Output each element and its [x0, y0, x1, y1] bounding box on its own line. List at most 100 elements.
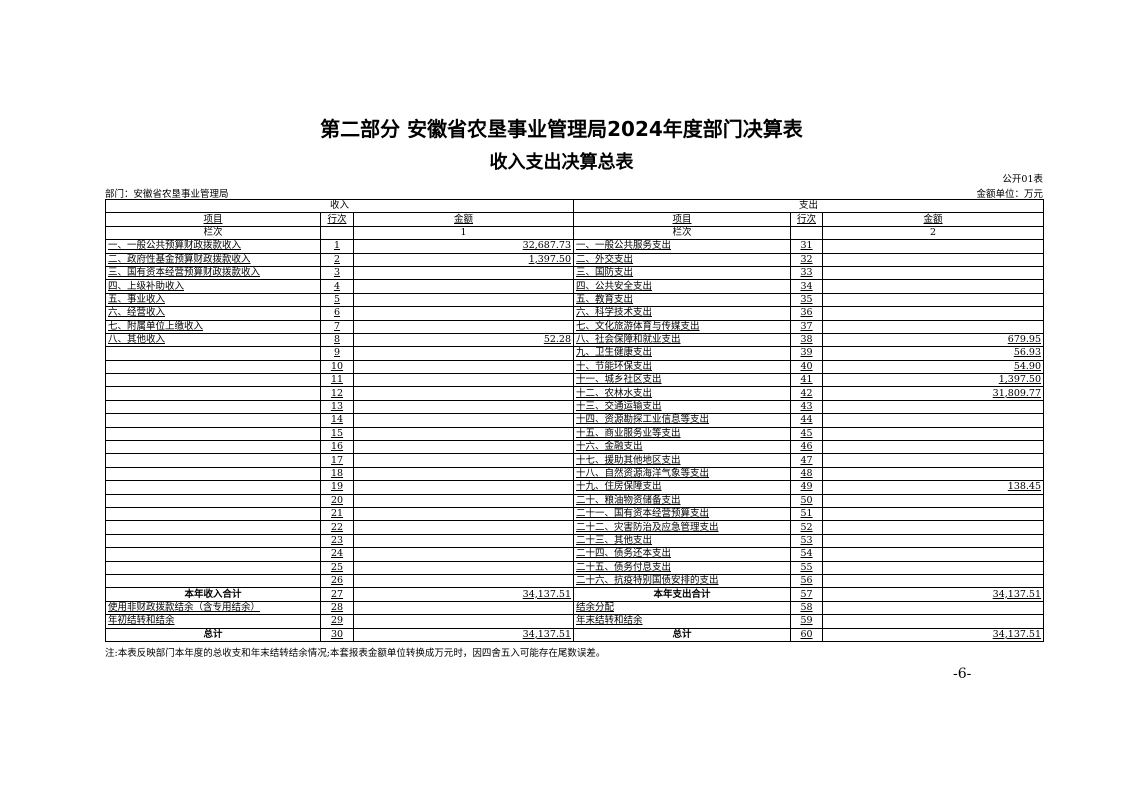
income-line-no: 11: [320, 373, 354, 388]
income-line-no: 25: [320, 560, 354, 575]
expense-line-no: 57: [790, 587, 824, 602]
income-item: 三、国有资本经营预算财政拨款收入: [105, 265, 321, 281]
expense-item: 十九、住房保障支出: [573, 480, 792, 495]
income-item: 四、上级补助收入: [105, 279, 321, 294]
table-row: 23 二十三、其他支出 53: [105, 533, 1045, 549]
income-line-no: 10: [320, 359, 354, 375]
income-index-label: 栏次: [105, 225, 321, 241]
expense-item: 二、外交支出: [573, 252, 792, 267]
table-row: 12 十二、农林水支出 42 31,809.77: [105, 386, 1045, 401]
income-amount: [352, 306, 575, 321]
income-amount: [352, 480, 575, 495]
income-line-no: 2: [320, 252, 354, 267]
income-amount: [352, 493, 575, 508]
expense-line-no: 56: [790, 573, 824, 589]
table-row: 25 二十五、债务付息支出 55: [105, 560, 1045, 575]
expense-amount: 31,809.77: [822, 386, 1045, 401]
expense-line-no: 54: [790, 547, 824, 562]
income-item: [105, 520, 321, 535]
income-item: 七、附属单位上缴收入: [105, 319, 321, 334]
table-row: 八、其他收入 8 52.28 八、社会保障和就业支出 38 679.95: [105, 332, 1045, 348]
table-row: 22 二十二、灾害防治及应急管理支出 52: [105, 520, 1045, 535]
income-item: 五、事业收入: [105, 292, 321, 308]
expense-amount: [822, 547, 1045, 562]
expense-amount: [822, 306, 1045, 321]
expense-item: 十五、商业服务业等支出: [573, 426, 792, 442]
table-row: 19 十九、住房保障支出 49 138.45: [105, 480, 1045, 495]
expense-amount: [822, 533, 1045, 549]
table-code: 公开01表: [1002, 174, 1043, 185]
income-item: [105, 560, 321, 575]
income-item: 一、一般公共预算财政拨款收入: [105, 239, 321, 254]
expense-line-no: 33: [790, 265, 824, 281]
table-row: 二、政府性基金预算财政拨款收入 2 1,397.50 二、外交支出 32: [105, 252, 1045, 267]
income-amount: [352, 426, 575, 442]
expense-line-no: 42: [790, 386, 824, 401]
expense-line-no: 44: [790, 413, 824, 428]
income-amount: [352, 614, 575, 629]
income-line-no: 1: [320, 239, 354, 254]
income-line-no: 29: [320, 614, 354, 629]
income-line-no: 6: [320, 306, 354, 321]
income-amount: [352, 346, 575, 361]
expense-amount: [822, 252, 1045, 267]
income-header: 收入: [104, 198, 575, 214]
income-line-no: 15: [320, 426, 354, 442]
table-row: 21 二十一、国有资本经营预算支出 51: [105, 506, 1045, 522]
expense-item: 年末结转和结余: [573, 614, 792, 629]
expense-amount: [822, 265, 1045, 281]
table-row: 五、事业收入 5 五、教育支出 35: [105, 292, 1045, 308]
empty-cell: [320, 225, 354, 241]
expense-line-no: 39: [790, 346, 824, 361]
table-row: 26 二十六、抗疫特别国债安排的支出 56: [105, 573, 1045, 589]
table-row: 11 十一、城乡社区支出 41 1,397.50: [105, 373, 1045, 388]
expense-line-no: 37: [790, 319, 824, 334]
table-subtitle: 收入支出决算总表: [489, 152, 634, 173]
income-item: 八、其他收入: [105, 332, 321, 348]
expense-item: 七、文化旅游体育与传媒支出: [573, 319, 792, 334]
table-row: 15 十五、商业服务业等支出 45: [105, 426, 1045, 442]
table-row: 9 九、卫生健康支出 39 56.93: [105, 346, 1045, 361]
table-row: 一、一般公共预算财政拨款收入 1 32,687.73 一、一般公共服务支出 31: [105, 239, 1045, 254]
income-amount: 1,397.50: [352, 252, 575, 267]
expense-item: 十八、自然资源海洋气象等支出: [573, 466, 792, 482]
expense-line-no: 59: [790, 614, 824, 629]
income-amount: [352, 466, 575, 482]
expense-line-no: 52: [790, 520, 824, 535]
income-amount: [352, 373, 575, 388]
table-row: 三、国有资本经营预算财政拨款收入 3 三、国防支出 33: [105, 265, 1045, 281]
income-line-no: 14: [320, 413, 354, 428]
income-amount: [352, 506, 575, 522]
table-row: 18 十八、自然资源海洋气象等支出 48: [105, 466, 1045, 482]
income-line-no: 16: [320, 440, 354, 455]
expense-line-header: 行次: [790, 212, 824, 227]
table-row: 七、附属单位上缴收入 7 七、文化旅游体育与传媒支出 37: [105, 319, 1045, 334]
income-item: [105, 466, 321, 482]
income-amount: [352, 319, 575, 334]
expense-amount: 54.90: [822, 359, 1045, 375]
expense-amount: [822, 453, 1045, 468]
income-item: 总计: [105, 627, 321, 642]
expense-amount: [822, 292, 1045, 308]
income-line-no: 28: [320, 600, 354, 616]
income-line-no: 9: [320, 346, 354, 361]
expense-line-no: 45: [790, 426, 824, 442]
income-line-no: 24: [320, 547, 354, 562]
income-amount: [352, 453, 575, 468]
expense-amount: [822, 399, 1045, 415]
expense-item: 十、节能环保支出: [573, 359, 792, 375]
income-item: [105, 453, 321, 468]
page-title: 第二部分 安徽省农垦事业管理局2024年度部门决算表: [320, 117, 803, 141]
expense-amount: [822, 614, 1045, 629]
income-line-no: 19: [320, 480, 354, 495]
income-amount: [352, 520, 575, 535]
income-line-no: 21: [320, 506, 354, 522]
income-line-no: 5: [320, 292, 354, 308]
expense-line-no: 58: [790, 600, 824, 616]
income-line-no: 22: [320, 520, 354, 535]
income-line-no: 7: [320, 319, 354, 334]
income-item: [105, 493, 321, 508]
expense-line-no: 48: [790, 466, 824, 482]
footnote: 注:本表反映部门本年度的总收支和年末结转结余情况;本套报表金额单位转换成万元时，…: [105, 648, 606, 659]
expense-amount: [822, 493, 1045, 508]
